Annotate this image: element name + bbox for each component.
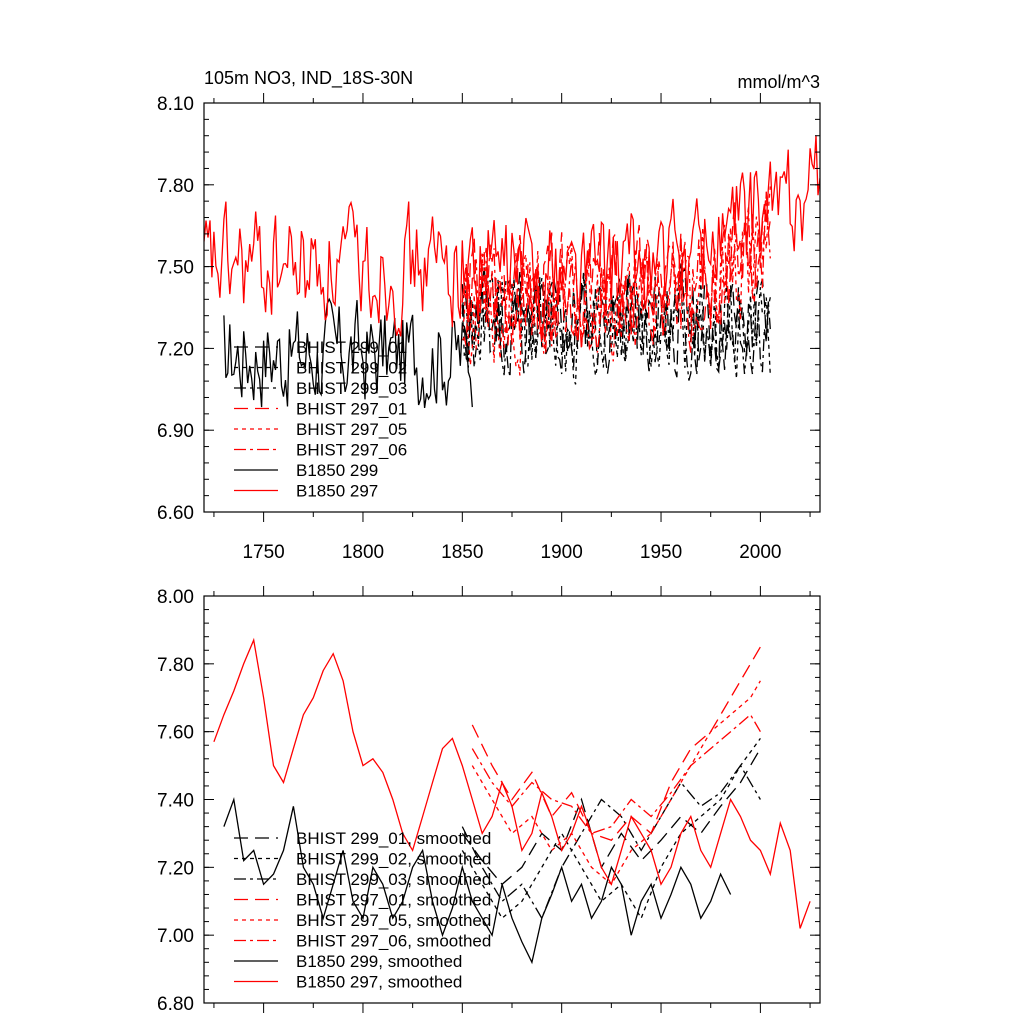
series-line-bhist-297-06-smoothed <box>471 713 761 835</box>
y-tick-label: 6.90 <box>157 421 194 442</box>
legend-label: BHIST 297_01 <box>296 400 407 419</box>
y-tick-label: 6.60 <box>157 503 194 524</box>
series-line-bhist-297-05-smoothed <box>471 680 761 886</box>
x-tick-label: 2000 <box>739 542 781 563</box>
legend-label: B1850 299 <box>296 461 378 480</box>
series-line-b1850-299-smoothed <box>223 796 732 965</box>
series-line-bhist-299-03-smoothed <box>461 764 761 920</box>
y-tick-label: 8.10 <box>157 94 194 115</box>
y-tick-label: 7.00 <box>157 926 194 947</box>
y-tick-label: 7.60 <box>157 723 194 744</box>
x-tick-label: 1800 <box>342 542 384 563</box>
legend-label: B1850 297 <box>296 482 378 501</box>
x-tick-label: 1750 <box>242 542 284 563</box>
legend-label: BHIST 297_05 <box>296 420 407 439</box>
legend-label: BHIST 297_06 <box>296 441 407 460</box>
legend-label: BHIST 297_05, smoothed <box>296 911 491 930</box>
series-line-bhist-297-05 <box>461 186 771 376</box>
legend-label: BHIST 299_02, smoothed <box>296 850 491 869</box>
y-tick-label: 7.50 <box>157 258 194 279</box>
legend-label: B1850 297, smoothed <box>296 973 462 992</box>
x-tick-label: 1950 <box>640 542 682 563</box>
y-tick-label: 7.40 <box>157 791 194 812</box>
chart-title: 105m NO3, IND_18S-30N <box>204 68 413 89</box>
plot-area <box>204 135 820 408</box>
y-tick-label: 7.80 <box>157 176 194 197</box>
y-tick-label: 6.80 <box>157 994 194 1015</box>
series-line-bhist-297-06 <box>461 193 771 354</box>
legend-label: BHIST 299_01 <box>296 338 407 357</box>
series-line-bhist-297-01-smoothed <box>471 646 761 841</box>
bottom-panel-smoothed-timeseries: 6.80 7.00 7.20 7.40 7.60 7.80 8.00 BHIST 299_01… <box>157 586 821 1015</box>
legend-label: BHIST 299_03, smoothed <box>296 870 491 889</box>
y-tick-label: 7.20 <box>157 858 194 879</box>
legend-label: B1850 299, smoothed <box>296 952 462 971</box>
legend: BHIST 299_01, smoothed BHIST 299_02, smoo… <box>234 829 491 992</box>
y-tick-label: 8.00 <box>157 587 194 608</box>
y-tick-label: 7.80 <box>157 655 194 676</box>
units-label: mmol/m^3 <box>738 72 820 92</box>
series-line-b1850-297-smoothed <box>213 637 811 929</box>
legend-label: BHIST 299_01, smoothed <box>296 829 491 848</box>
series-line-bhist-299-01-smoothed <box>461 748 761 886</box>
legend-label: BHIST 297_01, smoothed <box>296 891 491 910</box>
x-tick-label: 1900 <box>541 542 583 563</box>
x-tick-label: 1850 <box>441 542 483 563</box>
y-tick-label: 7.20 <box>157 339 194 360</box>
series-line-b1850-299 <box>223 297 473 408</box>
top-panel-nitrate-timeseries: 6.60 6.90 7.20 7.50 7.80 8.10 1750 1800 1850 1900… <box>157 93 821 563</box>
legend-label: BHIST 299_02 <box>296 359 407 378</box>
plot-area <box>213 637 811 965</box>
series-line-bhist-299-02-smoothed <box>461 738 761 920</box>
series-line-bhist-297-01 <box>461 191 771 351</box>
series-line-b1850-297 <box>204 135 820 339</box>
legend-label: BHIST 297_06, smoothed <box>296 932 491 951</box>
legend-label: BHIST 299_03 <box>296 379 407 398</box>
